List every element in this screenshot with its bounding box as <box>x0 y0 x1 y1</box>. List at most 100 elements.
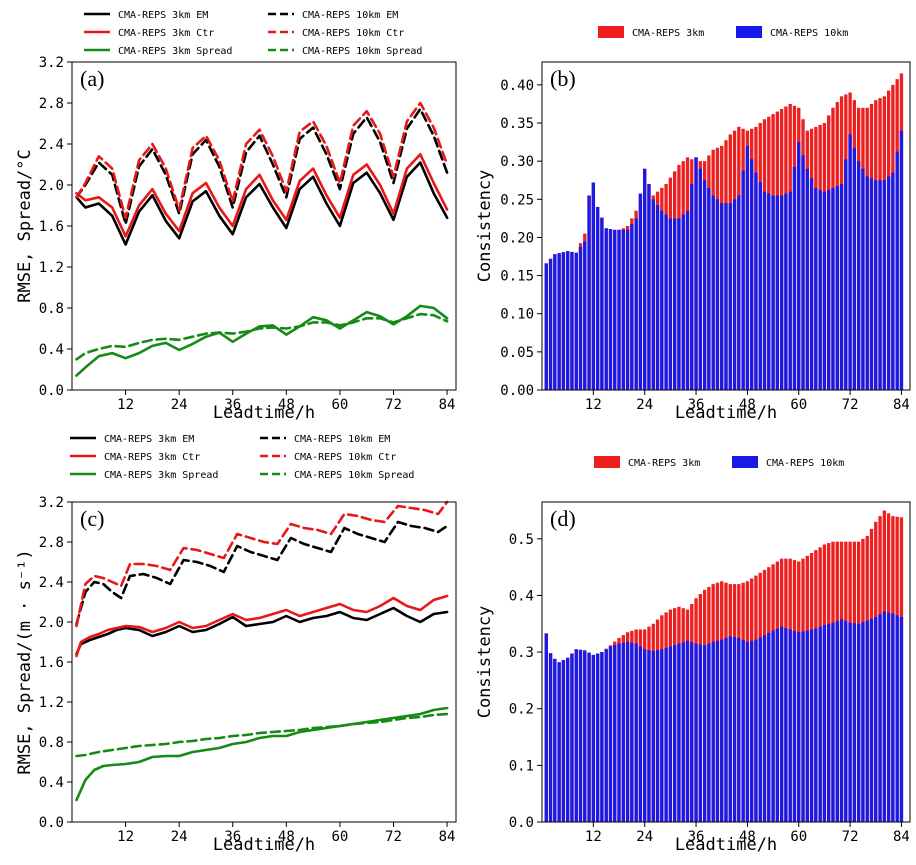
bar-10km <box>677 218 681 390</box>
y-tick-label: 0.30 <box>500 154 534 170</box>
legend-label: CMA-REPS 10km <box>766 458 844 469</box>
bar-10km <box>758 637 762 822</box>
y-tick-label: 3.2 <box>39 495 64 511</box>
bar-10km <box>630 642 634 822</box>
bar-10km <box>574 649 578 822</box>
bar-10km <box>869 178 874 390</box>
bar-10km <box>595 206 600 390</box>
y-tick-label: 1.2 <box>39 695 64 711</box>
panel-letter: (a) <box>80 66 104 91</box>
bar-10km <box>762 191 767 390</box>
bar-10km <box>578 649 583 822</box>
bar-10km <box>754 639 758 822</box>
y-tick-label: 2.0 <box>39 178 64 194</box>
bar-10km <box>553 254 557 390</box>
y-tick-label: 0.10 <box>500 307 534 323</box>
y-axis-label: Consistency <box>475 606 495 719</box>
bar-10km <box>698 168 702 390</box>
bar-10km <box>591 654 596 822</box>
bar-10km <box>844 620 848 822</box>
bar-10km <box>583 650 587 822</box>
bar-10km <box>660 210 664 390</box>
bar-10km <box>771 630 775 822</box>
x-tick-label: 72 <box>842 397 859 413</box>
bar-10km <box>822 191 827 390</box>
bar-10km <box>754 172 758 390</box>
bar-10km <box>762 635 767 822</box>
bar-10km <box>651 650 655 822</box>
bar-10km <box>720 639 724 822</box>
bar-10km <box>694 157 698 390</box>
y-tick-label: 1.6 <box>39 655 64 671</box>
bar-10km <box>848 622 852 822</box>
bar-10km <box>891 172 895 390</box>
bar-10km <box>775 628 780 822</box>
bar-10km <box>698 644 702 822</box>
bar-10km <box>852 147 857 390</box>
bar-10km <box>608 229 613 390</box>
x-tick-label: 60 <box>331 397 348 413</box>
bar-10km <box>848 134 852 390</box>
legend-label: CMA-REPS 10km <box>770 28 848 39</box>
bar-10km <box>869 618 874 822</box>
y-tick-label: 0.5 <box>509 532 534 548</box>
x-tick-label: 84 <box>439 397 456 413</box>
bar-10km <box>856 623 861 822</box>
bar-10km <box>784 628 788 822</box>
bar-10km <box>548 653 553 822</box>
bar-10km <box>647 650 651 822</box>
bar-10km <box>874 180 878 390</box>
bar-10km <box>707 643 711 822</box>
bar-10km <box>771 195 775 390</box>
bar-10km <box>788 191 792 390</box>
y-tick-label: 0.15 <box>500 269 534 285</box>
y-tick-label: 2.4 <box>39 575 64 591</box>
y-tick-label: 0.40 <box>500 78 534 94</box>
legend-label: CMA-REPS 3km Spread <box>118 46 232 57</box>
x-tick-label: 48 <box>278 829 295 845</box>
x-tick-label: 60 <box>790 829 807 845</box>
bar-10km <box>839 184 844 390</box>
bar-10km <box>737 195 741 390</box>
y-tick-label: 2.8 <box>39 535 64 551</box>
bar-10km <box>861 622 865 822</box>
bar-10km <box>711 641 715 822</box>
y-tick-label: 2.8 <box>39 96 64 112</box>
y-axis-label: Consistency <box>475 170 495 283</box>
x-tick-label: 36 <box>688 397 705 413</box>
x-tick-label: 24 <box>636 397 653 413</box>
bar-10km <box>805 168 809 390</box>
x-tick-label: 36 <box>224 829 241 845</box>
bar-10km <box>861 168 865 390</box>
bar-10km <box>707 187 711 390</box>
bar-10km <box>548 258 553 390</box>
x-tick-label: 24 <box>171 829 188 845</box>
bar-10km <box>621 229 625 390</box>
bar-10km <box>634 643 638 822</box>
bar-10km <box>750 159 754 390</box>
y-tick-label: 0.05 <box>500 345 534 361</box>
bar-10km <box>865 620 869 822</box>
y-tick-label: 0.35 <box>500 116 534 132</box>
bar-10km <box>621 642 625 822</box>
bar-10km <box>711 195 715 390</box>
series-line-4 <box>75 706 449 802</box>
panel-letter: (c) <box>80 506 104 531</box>
bar-10km <box>792 630 797 822</box>
bar-10km <box>570 251 574 390</box>
bar-10km <box>745 641 750 822</box>
y-tick-label: 0.20 <box>500 230 534 246</box>
axes-frame <box>541 501 911 823</box>
bar-10km <box>775 195 780 390</box>
bar-10km <box>617 229 621 390</box>
bar-10km <box>899 130 904 390</box>
bar-10km <box>685 640 690 822</box>
bar-10km <box>886 176 891 390</box>
y-tick-label: 3.2 <box>39 55 64 71</box>
bar-10km <box>638 193 643 390</box>
legend-label: CMA-REPS 10km Ctr <box>294 452 396 463</box>
bar-10km <box>767 193 771 390</box>
bar-10km <box>891 613 895 822</box>
bar-10km <box>895 615 899 822</box>
x-tick-label: 84 <box>893 397 910 413</box>
